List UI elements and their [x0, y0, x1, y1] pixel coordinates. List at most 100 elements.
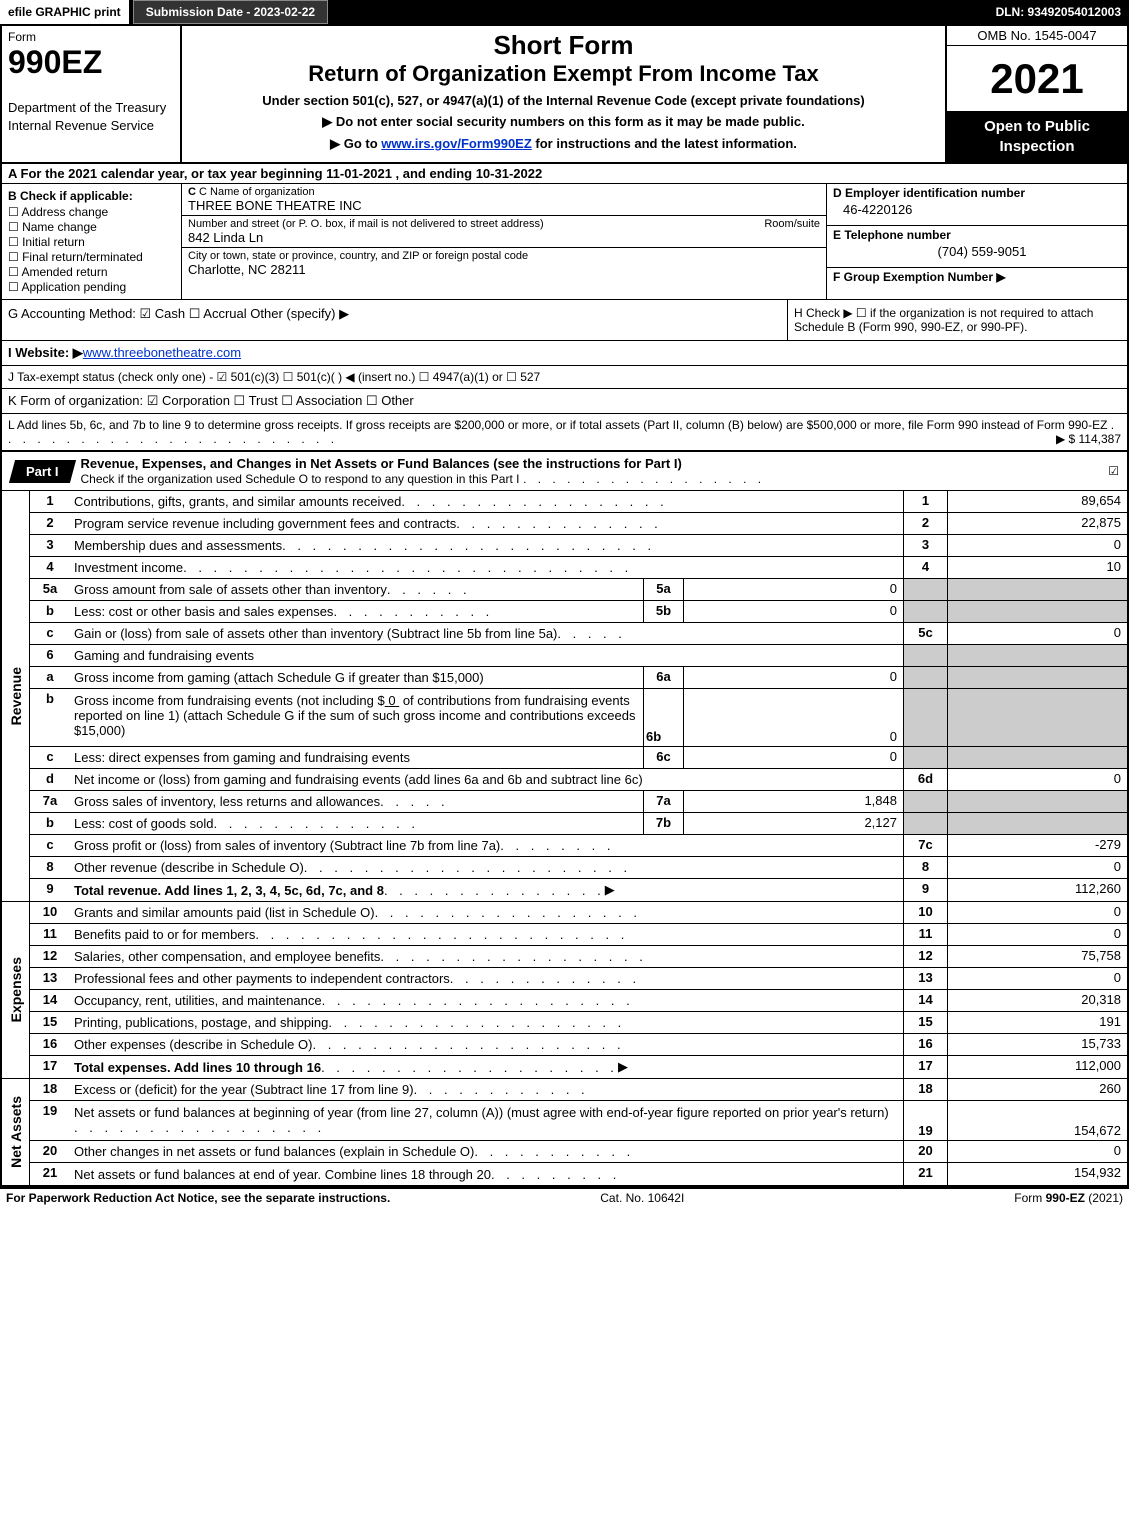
page-footer: For Paperwork Reduction Act Notice, see …	[0, 1189, 1129, 1207]
checkbox-application-pending[interactable]: Application pending	[8, 280, 175, 294]
form-identifier: Form 990-EZ (2021)	[1014, 1191, 1123, 1205]
line-7b: b Less: cost of goods sold . . . . . . .…	[30, 813, 1127, 835]
expenses-section: Expenses 10 Grants and similar amounts p…	[2, 902, 1127, 1079]
line-15-amount: 191	[947, 1012, 1127, 1033]
submission-date: Submission Date - 2023-02-22	[133, 0, 328, 24]
short-form-title: Short Form	[190, 30, 937, 61]
checkbox-final-return[interactable]: Final return/terminated	[8, 250, 175, 264]
line-5c-amount: 0	[947, 623, 1127, 644]
expenses-side-label: Expenses	[2, 902, 30, 1078]
section-a: A For the 2021 calendar year, or tax yea…	[2, 164, 1127, 184]
net-assets-section: Net Assets 18 Excess or (deficit) for th…	[2, 1079, 1127, 1187]
ein-value: 46-4220126	[833, 200, 1121, 223]
line-21-amount: 154,932	[947, 1163, 1127, 1185]
line-16: 16 Other expenses (describe in Schedule …	[30, 1034, 1127, 1056]
line-1-amount: 89,654	[947, 491, 1127, 512]
efile-label: efile GRAPHIC print	[0, 0, 129, 24]
line-19: 19 Net assets or fund balances at beginn…	[30, 1101, 1127, 1141]
line-7c: c Gross profit or (loss) from sales of i…	[30, 835, 1127, 857]
line-5a-value: 0	[683, 579, 903, 600]
org-name: THREE BONE THEATRE INC	[188, 198, 362, 213]
line-17-amount: 112,000	[947, 1056, 1127, 1078]
checkbox-name-change[interactable]: Name change	[8, 220, 175, 234]
subtitle-3: ▶ Go to www.irs.gov/Form990EZ for instru…	[190, 136, 937, 152]
tax-year: 2021	[947, 46, 1127, 111]
catalog-number: Cat. No. 10642I	[600, 1191, 684, 1205]
line-6c: c Less: direct expenses from gaming and …	[30, 747, 1127, 769]
line-12-amount: 75,758	[947, 946, 1127, 967]
line-14-amount: 20,318	[947, 990, 1127, 1011]
irs-link[interactable]: www.irs.gov/Form990EZ	[381, 136, 532, 151]
line-6b-value: 0	[683, 689, 903, 746]
street-value: 842 Linda Ln	[188, 230, 544, 245]
main-title: Return of Organization Exempt From Incom…	[190, 61, 937, 87]
line-20-amount: 0	[947, 1141, 1127, 1162]
form-number: 990EZ	[8, 44, 174, 81]
line-5a: 5a Gross amount from sale of assets othe…	[30, 579, 1127, 601]
roomsuite-label: Room/suite	[764, 218, 820, 245]
checkbox-address-change[interactable]: Address change	[8, 205, 175, 219]
open-to-public: Open to Public Inspection	[947, 111, 1127, 162]
section-k: K Form of organization: ☑ Corporation ☐ …	[2, 389, 1127, 414]
section-c: C C Name of organization THREE BONE THEA…	[182, 184, 827, 299]
line-4: 4 Investment income . . . . . . . . . . …	[30, 557, 1127, 579]
part-1-schedule-o-check[interactable]: ☑	[1108, 462, 1127, 480]
form-label: Form	[8, 30, 174, 44]
line-6d: d Net income or (loss) from gaming and f…	[30, 769, 1127, 791]
line-7a-value: 1,848	[683, 791, 903, 812]
line-7b-value: 2,127	[683, 813, 903, 834]
website-link[interactable]: www.threebonetheatre.com	[83, 345, 241, 360]
part-1-header: Part I Revenue, Expenses, and Changes in…	[2, 452, 1127, 491]
section-b-through-f: B Check if applicable: Address change Na…	[2, 184, 1127, 300]
line-20: 20 Other changes in net assets or fund b…	[30, 1141, 1127, 1163]
part-1-title: Revenue, Expenses, and Changes in Net As…	[73, 452, 1109, 490]
header-left: Form 990EZ Department of the Treasury In…	[2, 26, 182, 162]
section-i: I Website: ▶www.threebonetheatre.com	[2, 341, 1127, 366]
line-16-amount: 15,733	[947, 1034, 1127, 1055]
line-6: 6 Gaming and fundraising events	[30, 645, 1127, 667]
line-21: 21 Net assets or fund balances at end of…	[30, 1163, 1127, 1185]
line-6c-value: 0	[683, 747, 903, 768]
net-assets-side-label: Net Assets	[2, 1079, 30, 1185]
section-b-label: B Check if applicable:	[8, 189, 175, 203]
line-19-amount: 154,672	[947, 1101, 1127, 1140]
line-18: 18 Excess or (deficit) for the year (Sub…	[30, 1079, 1127, 1101]
line-13: 13 Professional fees and other payments …	[30, 968, 1127, 990]
omb-number: OMB No. 1545-0047	[947, 26, 1127, 46]
line-6a: a Gross income from gaming (attach Sched…	[30, 667, 1127, 689]
subtitle-1: Under section 501(c), 527, or 4947(a)(1)…	[190, 93, 937, 108]
dept-treasury: Department of the Treasury Internal Reve…	[8, 99, 174, 134]
line-10-amount: 0	[947, 902, 1127, 923]
line-15: 15 Printing, publications, postage, and …	[30, 1012, 1127, 1034]
gross-receipts: ▶ $ 114,387	[1056, 432, 1121, 446]
section-l: L Add lines 5b, 6c, and 7b to line 9 to …	[2, 414, 1127, 452]
line-3-amount: 0	[947, 535, 1127, 556]
paperwork-notice: For Paperwork Reduction Act Notice, see …	[6, 1191, 390, 1205]
section-g-h: G Accounting Method: ☑ Cash ☐ Accrual Ot…	[2, 300, 1127, 341]
line-13-amount: 0	[947, 968, 1127, 989]
group-exemption-label: F Group Exemption Number ▶	[833, 270, 1121, 284]
org-name-label: C C Name of organization	[188, 186, 362, 198]
line-2: 2 Program service revenue including gove…	[30, 513, 1127, 535]
phone-label: E Telephone number	[833, 228, 1121, 242]
line-18-amount: 260	[947, 1079, 1127, 1100]
line-5b: b Less: cost or other basis and sales ex…	[30, 601, 1127, 623]
ein-label: D Employer identification number	[833, 186, 1121, 200]
section-j: J Tax-exempt status (check only one) - ☑…	[2, 366, 1127, 389]
line-6b: b Gross income from fundraising events (…	[30, 689, 1127, 747]
revenue-side-label: Revenue	[2, 491, 30, 901]
line-9: 9 Total revenue. Add lines 1, 2, 3, 4, 5…	[30, 879, 1127, 901]
dln: DLN: 93492054012003	[996, 5, 1129, 19]
line-8: 8 Other revenue (describe in Schedule O)…	[30, 857, 1127, 879]
part-1-tab: Part I	[9, 460, 76, 483]
line-5b-value: 0	[683, 601, 903, 622]
checkbox-amended-return[interactable]: Amended return	[8, 265, 175, 279]
line-8-amount: 0	[947, 857, 1127, 878]
checkbox-initial-return[interactable]: Initial return	[8, 235, 175, 249]
line-4-amount: 10	[947, 557, 1127, 578]
line-3: 3 Membership dues and assessments . . . …	[30, 535, 1127, 557]
section-h: H Check ▶ ☐ if the organization is not r…	[787, 300, 1127, 340]
line-10: 10 Grants and similar amounts paid (list…	[30, 902, 1127, 924]
line-7c-amount: -279	[947, 835, 1127, 856]
line-1: 1 Contributions, gifts, grants, and simi…	[30, 491, 1127, 513]
